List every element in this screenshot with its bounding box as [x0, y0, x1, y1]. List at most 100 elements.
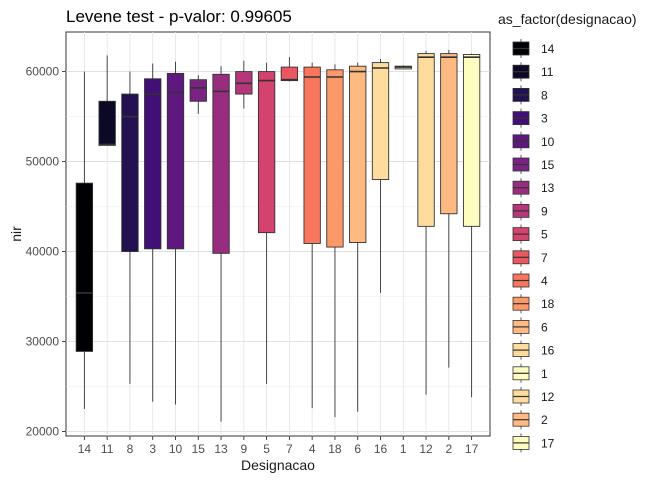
- legend-label: 17: [541, 436, 555, 450]
- box-5: [257, 62, 276, 384]
- legend-item-9: 9: [512, 201, 548, 221]
- legend-label: 2: [541, 413, 548, 427]
- legend-label: 18: [541, 297, 555, 311]
- x-tick-label: 1: [400, 442, 407, 456]
- box-iqr: [189, 79, 207, 102]
- box-iqr: [462, 54, 481, 227]
- box-17: [462, 53, 481, 398]
- legend-item-17: 17: [512, 433, 555, 453]
- box-iqr: [371, 62, 390, 181]
- legend-label: 14: [541, 42, 555, 56]
- legend-label: 9: [541, 204, 548, 218]
- legend-label: 10: [541, 135, 555, 149]
- x-tick-label: 12: [419, 442, 433, 456]
- box-series: [75, 49, 481, 422]
- box-9: [235, 60, 253, 109]
- box-14: [75, 71, 94, 410]
- legend-item-18: 18: [512, 294, 555, 314]
- legend-item-7: 7: [512, 247, 548, 267]
- x-tick-label: 7: [286, 442, 293, 456]
- box-iqr: [440, 53, 458, 215]
- x-tick-label: 17: [465, 442, 479, 456]
- x-axis-title: Designacao: [241, 457, 315, 473]
- legend-item-8: 8: [512, 85, 548, 105]
- box-7: [280, 57, 299, 82]
- box-iqr: [257, 71, 276, 234]
- legend-item-4: 4: [512, 271, 548, 290]
- y-tick-label: 30000: [26, 335, 60, 349]
- legend-title: as_factor(designacao): [498, 11, 637, 27]
- x-tick-label: 15: [192, 442, 206, 456]
- legend-label: 15: [541, 158, 555, 172]
- x-tick-label: 6: [354, 442, 361, 456]
- box-iqr: [326, 69, 344, 248]
- legend-label: 1: [541, 367, 548, 381]
- legend-label: 8: [541, 88, 548, 102]
- x-tick-label: 10: [169, 442, 183, 456]
- box-iqr: [166, 72, 185, 250]
- x-tick-label: 16: [374, 442, 388, 456]
- x-tick-label: 3: [149, 442, 156, 456]
- legend-item-15: 15: [512, 155, 555, 174]
- y-tick-label: 20000: [26, 425, 60, 439]
- box-4: [303, 62, 321, 409]
- box-1: [394, 65, 412, 70]
- y-tick-label: 60000: [26, 65, 60, 79]
- x-axis: 14 11 8 3 10 15 13 9 5 7 4 18 6 16 1 12 2 17: [78, 436, 479, 456]
- x-tick-label: 2: [445, 442, 452, 456]
- box-11: [98, 55, 116, 146]
- box-iqr: [75, 182, 94, 352]
- legend-label: 13: [541, 181, 555, 195]
- box-iqr: [144, 78, 162, 250]
- y-tick-label: 50000: [26, 155, 60, 169]
- legend-item-12: 12: [512, 387, 555, 406]
- chart-title: Levene test - p-valor: 0.99605: [66, 7, 292, 26]
- y-axis: 20000 30000 40000 50000 60000: [26, 65, 66, 439]
- legend-label: 16: [541, 344, 555, 358]
- box-2: [440, 49, 458, 368]
- legend-label: 12: [541, 390, 555, 404]
- legend-label: 3: [541, 112, 548, 126]
- box-iqr: [349, 65, 367, 243]
- box-12: [417, 50, 435, 395]
- box-iqr: [417, 53, 435, 227]
- legend-item-13: 13: [512, 178, 555, 198]
- box-15: [189, 75, 207, 114]
- y-axis-title: nir: [8, 226, 24, 242]
- x-tick-label: 18: [328, 442, 342, 456]
- legend-item-5: 5: [512, 224, 548, 244]
- legend-label: 4: [541, 274, 548, 288]
- legend-item-16: 16: [512, 340, 555, 360]
- legend: as_factor(designacao) 14 11 8 3 10 15 13 9 5 7 4 18…: [498, 11, 637, 453]
- legend-item-14: 14: [512, 39, 555, 58]
- legend-label: 11: [541, 65, 554, 79]
- legend-item-11: 11: [512, 62, 554, 82]
- box-18: [326, 64, 344, 418]
- legend-label: 6: [541, 320, 548, 334]
- box-iqr: [212, 73, 230, 254]
- box-16: [371, 58, 390, 293]
- box-3: [144, 63, 162, 402]
- box-iqr: [303, 66, 321, 244]
- legend-label: 5: [541, 228, 548, 242]
- x-tick-label: 11: [101, 442, 114, 456]
- legend-item-3: 3: [512, 108, 548, 128]
- box-6: [349, 62, 367, 412]
- legend-item-10: 10: [512, 131, 555, 151]
- x-tick-label: 13: [214, 442, 228, 456]
- legend-item-2: 2: [512, 410, 548, 430]
- x-tick-label: 8: [127, 442, 134, 456]
- x-tick-label: 9: [240, 442, 247, 456]
- y-tick-label: 40000: [26, 245, 60, 259]
- box-iqr: [121, 93, 139, 252]
- legend-label: 7: [541, 251, 548, 265]
- x-tick-label: 14: [78, 442, 92, 456]
- legend-item-6: 6: [512, 317, 548, 337]
- x-tick-label: 5: [263, 442, 270, 456]
- box-10: [166, 61, 185, 405]
- box-13: [212, 66, 230, 422]
- box-iqr: [98, 100, 116, 146]
- box-iqr: [280, 66, 299, 82]
- legend-item-1: 1: [512, 363, 548, 383]
